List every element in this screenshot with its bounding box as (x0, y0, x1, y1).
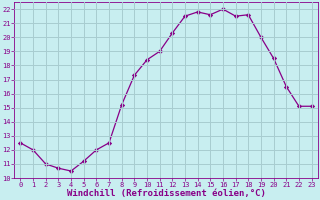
X-axis label: Windchill (Refroidissement éolien,°C): Windchill (Refroidissement éolien,°C) (67, 189, 265, 198)
